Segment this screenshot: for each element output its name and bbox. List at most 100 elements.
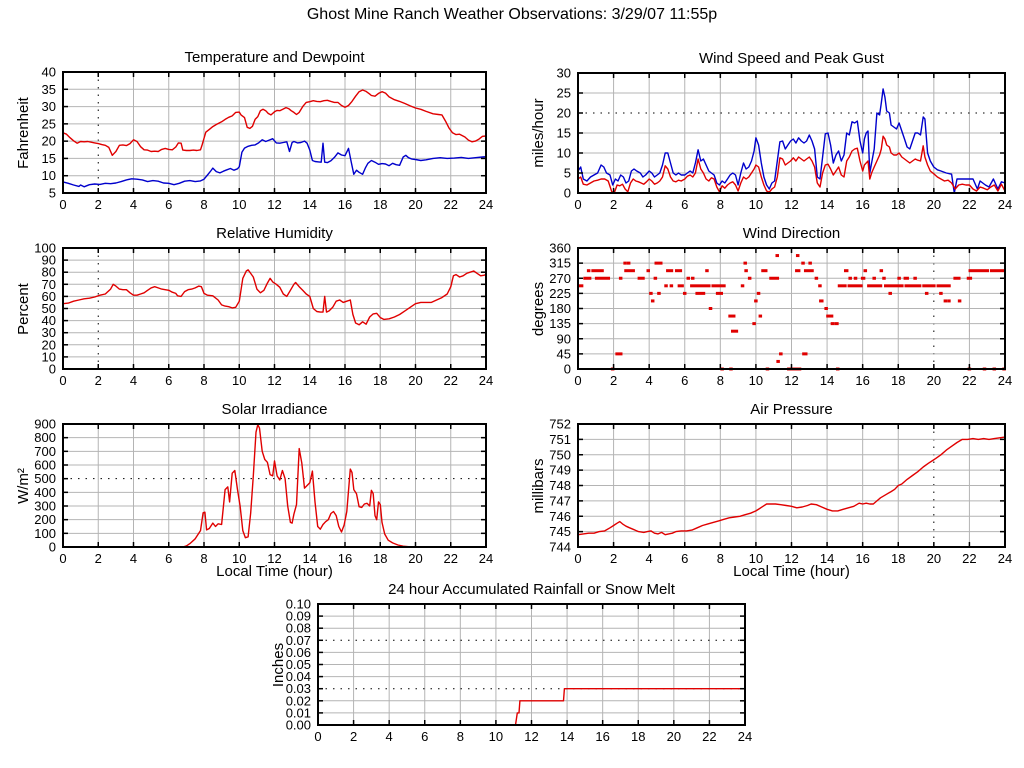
- x-tick-label: 14: [820, 551, 834, 566]
- x-tick-label: 14: [303, 197, 317, 212]
- y-tick-label: 0.01: [286, 705, 311, 720]
- wind-direction-dash: [769, 276, 780, 280]
- y-tick-label: 5: [564, 166, 571, 181]
- x-tick-label: 22: [444, 197, 458, 212]
- x-tick-label: 20: [927, 373, 941, 388]
- y-tick-label: 20: [557, 106, 571, 121]
- x-tick-label: 0: [574, 197, 581, 212]
- x-axis-label: Local Time (hour): [733, 563, 850, 580]
- wind-direction-dash: [666, 269, 674, 273]
- x-tick-label: 14: [820, 197, 834, 212]
- x-axis-label: Local Time (hour): [216, 563, 333, 580]
- x-tick-label: 6: [681, 551, 688, 566]
- x-tick-label: 2: [610, 373, 617, 388]
- y-tick-label: 747: [549, 493, 571, 508]
- chart-title: Relative Humidity: [216, 225, 333, 242]
- y-axis-label: Fahrenheit: [15, 96, 32, 169]
- wind-direction-dash: [623, 261, 627, 265]
- wind-direction-dash: [690, 284, 711, 288]
- solar-plot: 0 2 4 6 8 10 12 14 16 18 20 22 240100200300400500600…: [34, 417, 493, 567]
- x-tick-label: 6: [681, 373, 688, 388]
- y-tick-label: 700: [34, 444, 56, 459]
- y-tick-label: 600: [34, 458, 56, 473]
- x-tick-label: 24: [998, 373, 1012, 388]
- y-tick-label: 749: [549, 463, 571, 478]
- wind-direction-dash: [674, 269, 683, 273]
- x-tick-label: 10: [489, 729, 503, 744]
- y-tick-label: 751: [549, 432, 571, 447]
- x-tick-label: 14: [820, 373, 834, 388]
- x-tick-label: 8: [717, 373, 724, 388]
- y-tick-label: 0.05: [286, 657, 311, 672]
- x-tick-label: 18: [373, 197, 387, 212]
- wind-direction-dash: [913, 276, 917, 280]
- humidity-data: [62, 269, 487, 326]
- x-tick-label: 4: [130, 197, 137, 212]
- y-axis-label: W/m²: [15, 467, 32, 504]
- x-tick-label: 2: [610, 551, 617, 566]
- y-tick-label: 30: [42, 325, 56, 340]
- x-tick-label: 14: [303, 373, 317, 388]
- x-tick-label: 16: [595, 729, 609, 744]
- wind-direction-dash: [879, 269, 884, 273]
- y-tick-label: 200: [34, 512, 56, 527]
- wind-direction-dash: [888, 291, 892, 295]
- air-pressure-line: [577, 436, 1006, 536]
- x-tick-label: 4: [386, 729, 393, 744]
- x-tick-label: 10: [232, 373, 246, 388]
- y-tick-label: 80: [42, 265, 56, 280]
- x-tick-label: 0: [574, 551, 581, 566]
- y-tick-label: 748: [549, 478, 571, 493]
- y-tick-label: 30: [42, 99, 56, 114]
- wind-direction-dash: [1002, 367, 1006, 371]
- humidity-plot: 0 2 4 6 8 10 12 14 16 18 20 22 240102030405060708090…: [34, 241, 493, 389]
- wind-direction-dash: [853, 276, 858, 280]
- y-tick-label: 0.07: [286, 633, 311, 648]
- x-tick-label: 16: [338, 197, 352, 212]
- dewpoint-line: [62, 137, 487, 188]
- wind-direction-dash: [779, 352, 783, 356]
- wind-direction-dash: [653, 276, 658, 280]
- x-tick-label: 2: [350, 729, 357, 744]
- wind-direction-dash: [649, 291, 653, 295]
- x-tick-label: 6: [165, 551, 172, 566]
- wind-direction-dash: [715, 291, 724, 295]
- wind-direction-dash: [729, 367, 733, 371]
- wind-direction-dash: [731, 329, 739, 333]
- wind-direction-dash: [758, 314, 763, 318]
- axis-frame: 0 2 4 6 8 10 12 14 16 18 20 22 240.000.010.020.030.0…: [286, 597, 753, 745]
- y-tick-label: 752: [549, 417, 571, 432]
- x-tick-label: 22: [962, 197, 976, 212]
- x-tick-label: 12: [784, 197, 798, 212]
- accumulated-rainfall-line: [317, 687, 746, 726]
- y-tick-label: 10: [42, 168, 56, 183]
- chart-title: Wind Direction: [742, 225, 841, 242]
- pressure-data: [577, 436, 1006, 536]
- y-axis-label: Inches: [270, 642, 287, 687]
- y-tick-label: 100: [34, 241, 56, 256]
- wind-direction-dash: [843, 269, 849, 273]
- wind-direction-dash: [583, 276, 592, 280]
- y-tick-label: 0.02: [286, 693, 311, 708]
- y-tick-label: 45: [557, 346, 571, 361]
- x-tick-label: 16: [338, 551, 352, 566]
- y-tick-label: 40: [42, 65, 56, 80]
- wind-direction-dash: [795, 269, 801, 273]
- y-tick-label: 0.09: [286, 609, 311, 624]
- x-tick-label: 24: [998, 551, 1012, 566]
- x-tick-label: 22: [702, 729, 716, 744]
- rain-data: [317, 687, 746, 726]
- wind-direction-dash: [795, 254, 800, 258]
- x-tick-label: 22: [962, 551, 976, 566]
- y-tick-label: 744: [549, 540, 571, 555]
- wind-direction-dash: [775, 254, 779, 258]
- wind-direction-dash: [754, 299, 758, 303]
- y-tick-label: 10: [42, 349, 56, 364]
- y-tick-label: 400: [34, 485, 56, 500]
- y-tick-label: 90: [557, 331, 571, 346]
- y-tick-label: 0: [564, 362, 571, 377]
- y-tick-label: 800: [34, 430, 56, 445]
